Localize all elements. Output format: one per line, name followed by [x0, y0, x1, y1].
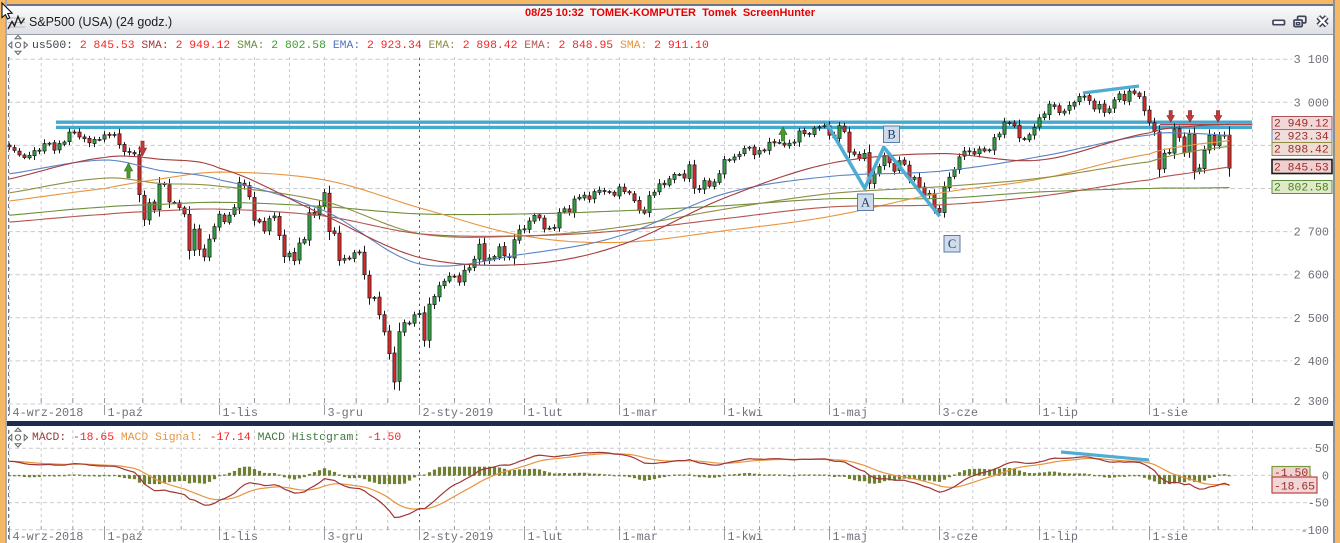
svg-text:1-paź: 1-paź [108, 406, 143, 420]
svg-text:-50: -50 [1308, 497, 1329, 511]
svg-text:2-sty-2019: 2-sty-2019 [423, 530, 494, 543]
svg-text:A: A [861, 196, 870, 210]
svg-text:1-paź: 1-paź [108, 530, 143, 543]
svg-text:2 845.53: 2 845.53 [1274, 163, 1329, 175]
svg-text:2 898.42: 2 898.42 [1274, 145, 1329, 157]
svg-text:2-sty-2019: 2-sty-2019 [423, 406, 494, 420]
svg-text:-18.65: -18.65 [1274, 482, 1315, 494]
svg-text:1-lut: 1-lut [528, 530, 563, 543]
svg-text:2 700: 2 700 [1294, 226, 1329, 240]
svg-text:B: B [887, 128, 895, 142]
svg-text:1-mar: 1-mar [623, 406, 658, 420]
svg-text:3 000: 3 000 [1294, 96, 1329, 110]
svg-text:1-sie: 1-sie [1153, 530, 1188, 543]
svg-text:3-cze: 3-cze [943, 530, 978, 543]
svg-text:-100: -100 [1301, 524, 1329, 538]
svg-text:0: 0 [1322, 469, 1329, 483]
svg-text:3-gru: 3-gru [328, 530, 363, 543]
svg-text:1-lis: 1-lis [223, 530, 258, 543]
svg-text:1-lut: 1-lut [528, 406, 563, 420]
svg-text:50: 50 [1315, 442, 1329, 456]
svg-text:2 500: 2 500 [1294, 312, 1329, 326]
svg-text:2 802.58: 2 802.58 [1274, 183, 1329, 195]
svg-text:2 949.12: 2 949.12 [1274, 119, 1329, 131]
svg-text:1-lip: 1-lip [1043, 530, 1078, 543]
svg-text:4-wrz-2018: 4-wrz-2018 [13, 406, 84, 420]
svg-text:3-gru: 3-gru [328, 406, 363, 420]
svg-text:3-cze: 3-cze [943, 406, 978, 420]
svg-text:1-maj: 1-maj [833, 406, 868, 420]
svg-text:1-lip: 1-lip [1043, 406, 1078, 420]
svg-text:1-kwi: 1-kwi [728, 530, 763, 543]
svg-text:2 923.34: 2 923.34 [1274, 132, 1329, 144]
svg-text:2 300: 2 300 [1294, 395, 1329, 409]
svg-text:1-kwi: 1-kwi [728, 406, 763, 420]
svg-text:1-mar: 1-mar [623, 530, 658, 543]
svg-text:1-sie: 1-sie [1153, 406, 1188, 420]
svg-text:2 600: 2 600 [1294, 269, 1329, 283]
svg-text:3 100: 3 100 [1294, 53, 1329, 67]
svg-text:4-wrz-2018: 4-wrz-2018 [13, 530, 84, 543]
svg-text:1-lis: 1-lis [223, 406, 258, 420]
svg-text:C: C [948, 237, 956, 251]
svg-text:1-maj: 1-maj [833, 530, 868, 543]
svg-text:2 400: 2 400 [1294, 355, 1329, 369]
